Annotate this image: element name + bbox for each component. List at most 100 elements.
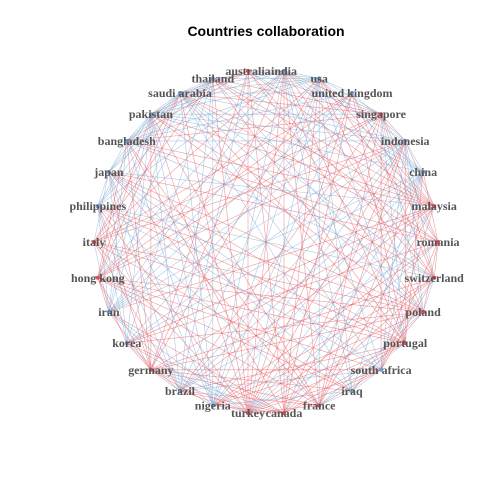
- edge-france-japan: [108, 171, 320, 406]
- edge-china-canada: [283, 171, 424, 414]
- edge-usa-singapore: [319, 78, 382, 115]
- node-label-canada: canada: [266, 406, 303, 420]
- edge-indonesia-brazil: [179, 140, 406, 392]
- edge-germany-iran: [108, 311, 152, 370]
- edge-south-africa-japan: [108, 171, 382, 371]
- edge-portugal-turkey: [247, 342, 406, 414]
- edge-malaysia-pakistan: [150, 113, 435, 207]
- node-portugal: [403, 341, 408, 346]
- edge-india-malaysia: [283, 70, 435, 207]
- edge-germany-bangladesh: [126, 140, 152, 370]
- edge-united-kingdom-hong-kong: [97, 92, 353, 279]
- edge-india-indonesia: [283, 70, 406, 142]
- edge-united-kingdom-iran: [108, 92, 353, 313]
- edge-switzerland-canada: [283, 277, 435, 414]
- edge-china-thailand: [212, 78, 424, 173]
- edge-pakistan-saudi-arabia: [150, 92, 181, 115]
- edge-malaysia-france: [318, 206, 435, 406]
- edge-united-kingdom-portugal: [351, 92, 406, 344]
- edge-brazil-pakistan: [150, 114, 181, 392]
- edge-india-hong-kong: [97, 70, 285, 279]
- edge-turkey-brazil: [179, 390, 249, 414]
- edge-poland-italy: [93, 241, 424, 313]
- node-label-pakistan: pakistan: [129, 107, 173, 121]
- edge-malaysia-japan: [108, 171, 435, 207]
- node-turkey: [246, 411, 250, 416]
- edge-usa-united-kingdom: [319, 78, 353, 94]
- edge-china-romania: [422, 171, 439, 243]
- edge-singapore-saudi-arabia: [179, 92, 382, 115]
- edge-turkey-pakistan: [150, 114, 249, 414]
- node-label-turkey: turkey: [231, 406, 265, 420]
- node-germany: [148, 367, 153, 372]
- node-korea: [124, 341, 129, 346]
- edge-turkey-thailand: [212, 78, 249, 414]
- node-brazil: [178, 389, 182, 393]
- edge-france-germany: [150, 369, 320, 406]
- node-label-malaysia: malaysia: [412, 199, 457, 213]
- edge-italy-saudi-arabia: [93, 92, 181, 243]
- edge-iraq-saudi-arabia: [179, 92, 353, 392]
- edge-poland-saudi-arabia: [179, 92, 424, 313]
- edge-indonesia-china: [404, 140, 424, 173]
- node-label-australia: australia: [225, 64, 270, 78]
- edge-poland-nigeria: [212, 311, 424, 406]
- edge-china-iraq: [351, 171, 424, 392]
- edge-bangladesh-saudi-arabia: [126, 92, 181, 142]
- edge-canada-germany: [150, 369, 285, 414]
- edge-japan-bangladesh: [108, 140, 128, 173]
- node-label-nigeria: nigeria: [195, 399, 231, 413]
- node-iran: [106, 310, 111, 314]
- edge-turkey-korea: [126, 342, 249, 414]
- edge-china-turkey: [247, 171, 424, 414]
- edge-switzerland-poland: [422, 277, 435, 313]
- node-nigeria: [210, 403, 215, 408]
- node-indonesia: [403, 138, 408, 143]
- edge-philippines-thailand: [97, 78, 214, 207]
- edge-canada-nigeria: [212, 405, 285, 414]
- node-iraq: [350, 389, 354, 393]
- edge-south-africa-turkey: [247, 369, 382, 414]
- edge-malaysia-saudi-arabia: [179, 92, 435, 207]
- edge-indonesia-pakistan: [150, 113, 406, 142]
- edge-romania-thailand: [212, 78, 439, 243]
- edge-iran-pakistan: [108, 114, 152, 313]
- edge-indonesia-hong-kong: [97, 140, 406, 279]
- node-japan: [106, 170, 111, 174]
- node-saudi-arabia: [178, 91, 182, 95]
- node-singapore: [379, 112, 384, 117]
- edge-iran-bangladesh: [108, 140, 128, 313]
- edge-switzerland-germany: [150, 277, 435, 371]
- node-hong-kong: [95, 275, 100, 280]
- edge-switzerland-pakistan: [150, 113, 435, 279]
- edge-japan-pakistan: [108, 114, 152, 173]
- node-label-bangladesh: bangladesh: [98, 134, 156, 148]
- edge-brazil-japan: [108, 171, 181, 392]
- node-pakistan: [148, 112, 153, 117]
- node-switzerland: [432, 275, 437, 280]
- edge-australia-china: [247, 70, 424, 173]
- node-philippines: [95, 204, 100, 209]
- edge-usa-saudi-arabia: [179, 78, 320, 94]
- edge-iraq-japan: [108, 171, 353, 392]
- edge-switzerland-turkey: [247, 277, 435, 414]
- node-romania: [436, 240, 440, 244]
- edge-usa-bangladesh: [126, 78, 320, 142]
- edge-saudi-arabia-thailand: [179, 78, 213, 94]
- edge-hong-kong-pakistan: [97, 114, 152, 278]
- edge-canada-iran: [108, 311, 285, 414]
- edge-india-china: [283, 70, 424, 173]
- node-south-africa: [379, 367, 384, 372]
- edge-malaysia-brazil: [179, 205, 435, 392]
- node-thailand: [210, 76, 215, 81]
- edge-china-brazil: [179, 171, 424, 392]
- edge-united-kingdom-romania: [351, 92, 439, 243]
- edge-poland-germany: [150, 311, 424, 371]
- edge-china-nigeria: [212, 171, 424, 406]
- edge-usa-iran: [108, 78, 320, 313]
- edge-korea-hong-kong: [97, 277, 128, 344]
- edge-poland-pakistan: [150, 113, 424, 313]
- edge-usa-germany: [150, 78, 320, 370]
- node-label-hong-kong: hong kong: [71, 271, 125, 285]
